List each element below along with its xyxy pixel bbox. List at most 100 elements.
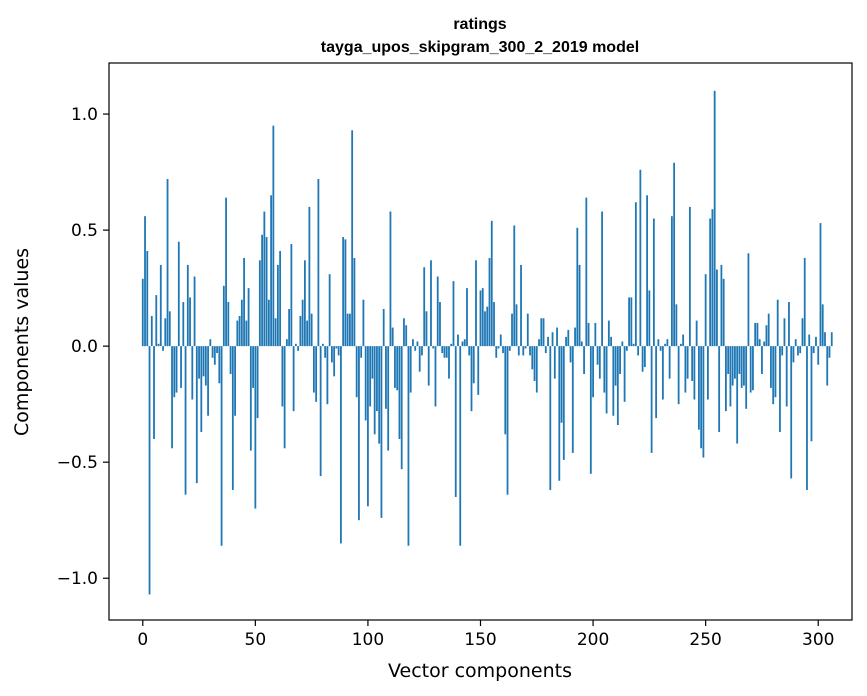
- bar: [770, 346, 772, 388]
- bar: [506, 346, 509, 495]
- bar: [625, 346, 628, 351]
- y-tick-label: −0.5: [57, 453, 98, 473]
- bar: [817, 346, 820, 365]
- bar: [209, 339, 212, 347]
- bar: [495, 346, 498, 358]
- bar: [335, 346, 338, 349]
- x-tick-label: 250: [689, 630, 721, 650]
- bar: [463, 339, 466, 347]
- bar: [691, 346, 694, 381]
- bar: [628, 297, 630, 347]
- bar: [290, 244, 293, 347]
- bar: [720, 264, 723, 347]
- bar: [630, 297, 633, 347]
- bar: [382, 309, 385, 347]
- bar: [157, 343, 160, 347]
- bar: [297, 346, 300, 351]
- bar: [173, 346, 176, 398]
- bar: [394, 346, 396, 388]
- bar: [601, 211, 603, 347]
- x-tick-label: 100: [352, 630, 384, 650]
- bar: [315, 346, 318, 402]
- bar: [310, 313, 313, 347]
- bar: [294, 343, 297, 347]
- bar: [740, 346, 743, 388]
- bar: [779, 346, 781, 433]
- bar: [828, 346, 831, 358]
- x-tick-label: 300: [802, 630, 834, 650]
- bar: [466, 288, 468, 347]
- bar: [522, 346, 525, 356]
- bar: [700, 346, 703, 449]
- bars-group: [141, 90, 833, 595]
- bar: [263, 211, 266, 347]
- bar: [337, 346, 340, 356]
- bar: [211, 346, 214, 358]
- bar: [204, 346, 207, 386]
- bar: [758, 339, 761, 347]
- bar: [639, 169, 642, 347]
- bar: [684, 346, 687, 393]
- bar: [225, 197, 227, 347]
- bar: [734, 346, 736, 379]
- bar: [650, 346, 653, 453]
- bar: [565, 336, 567, 347]
- bar: [808, 334, 811, 347]
- bar: [729, 346, 732, 407]
- bar: [331, 346, 333, 363]
- bar: [619, 346, 621, 374]
- bar: [542, 318, 545, 347]
- bar: [403, 318, 405, 347]
- bar: [583, 346, 585, 374]
- bar: [621, 341, 624, 347]
- bar: [364, 346, 367, 421]
- bar: [430, 260, 432, 347]
- bar: [481, 288, 484, 347]
- bar: [526, 313, 529, 347]
- bar: [283, 346, 286, 449]
- bar: [452, 281, 455, 347]
- x-axis: 0 50 100 150 200 250 300: [137, 620, 834, 650]
- bar: [824, 332, 826, 347]
- bar: [358, 346, 360, 521]
- bar: [373, 346, 376, 435]
- bar: [511, 313, 513, 347]
- bar: [254, 346, 257, 509]
- bar: [249, 346, 252, 451]
- bar: [682, 334, 685, 347]
- bar: [472, 346, 475, 384]
- bar: [407, 346, 410, 546]
- chart-title: ratings: [453, 16, 506, 33]
- bar: [783, 318, 786, 347]
- bar: [222, 285, 225, 347]
- bar: [450, 343, 453, 347]
- bar: [707, 346, 709, 400]
- bar: [416, 341, 419, 347]
- bar: [524, 346, 527, 349]
- bar: [355, 346, 358, 398]
- bar: [164, 318, 167, 347]
- bar: [385, 346, 387, 409]
- bar: [815, 336, 817, 347]
- bar: [477, 346, 480, 395]
- bar: [229, 346, 232, 374]
- bar: [725, 346, 727, 412]
- bar: [166, 179, 169, 347]
- x-axis-label: Vector components: [388, 660, 572, 682]
- x-tick-label: 50: [245, 630, 267, 650]
- bar: [756, 322, 759, 347]
- bar: [497, 346, 500, 349]
- bar: [529, 346, 531, 356]
- bar: [405, 325, 408, 347]
- bar: [412, 339, 414, 347]
- bar: [484, 311, 486, 347]
- bar: [177, 241, 180, 347]
- bar: [258, 260, 261, 347]
- bar: [276, 264, 279, 347]
- bar: [423, 267, 426, 347]
- bar: [677, 346, 680, 405]
- bar: [272, 125, 275, 347]
- bar: [454, 346, 457, 497]
- bar: [801, 318, 804, 347]
- bar: [141, 278, 144, 347]
